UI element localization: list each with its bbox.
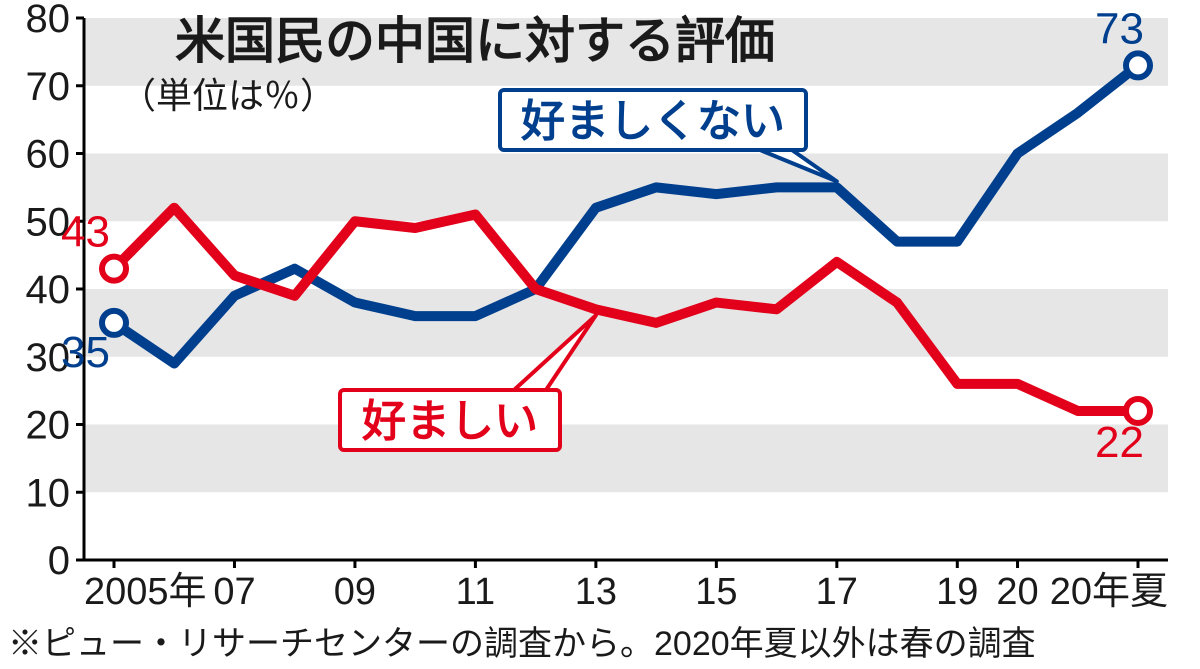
x-tick-label: 11 xyxy=(456,571,495,613)
y-tick-label: 20 xyxy=(26,404,71,448)
x-tick-label: 07 xyxy=(213,571,255,613)
y-tick-label: 60 xyxy=(26,133,71,177)
series-end-marker-unfavorable xyxy=(1126,53,1150,77)
x-tick-label: 09 xyxy=(334,571,376,613)
chart-container: 010203040506070802005年070911131517192020… xyxy=(0,0,1200,669)
chart-title: 米国民の中国に対する評価 xyxy=(175,13,775,69)
y-tick-label: 10 xyxy=(26,471,71,515)
callout-label-favorable: 好ましい xyxy=(361,397,538,446)
grid-band xyxy=(84,289,1168,357)
callout-label-unfavorable: 好ましくない xyxy=(520,97,785,146)
y-tick-label: 0 xyxy=(48,539,70,583)
start-value-unfavorable: 35 xyxy=(61,328,110,377)
x-tick-label: 19 xyxy=(936,571,978,613)
y-tick-label: 80 xyxy=(26,0,71,41)
y-tick-label: 40 xyxy=(26,268,71,312)
end-value-favorable: 22 xyxy=(1095,418,1144,467)
x-tick-label: 20 xyxy=(996,571,1038,613)
chart-subtitle: （単位は％） xyxy=(120,75,336,116)
x-tick-label: 13 xyxy=(575,571,617,613)
grid-band xyxy=(84,425,1168,493)
start-value-favorable: 43 xyxy=(61,208,110,257)
chart-footnote: ※ピュー・リサーチセンターの調査から。2020年夏以外は春の調査 xyxy=(8,625,1036,663)
line-chart: 010203040506070802005年070911131517192020… xyxy=(0,0,1200,669)
end-value-unfavorable: 73 xyxy=(1095,4,1144,53)
x-tick-label: 17 xyxy=(816,571,858,613)
y-tick-label: 70 xyxy=(26,65,71,109)
series-start-marker-favorable xyxy=(102,257,126,281)
x-tick-label: 20年夏 xyxy=(1050,571,1168,613)
x-tick-label: 15 xyxy=(695,571,737,613)
x-tick-label: 2005年 xyxy=(84,571,207,613)
